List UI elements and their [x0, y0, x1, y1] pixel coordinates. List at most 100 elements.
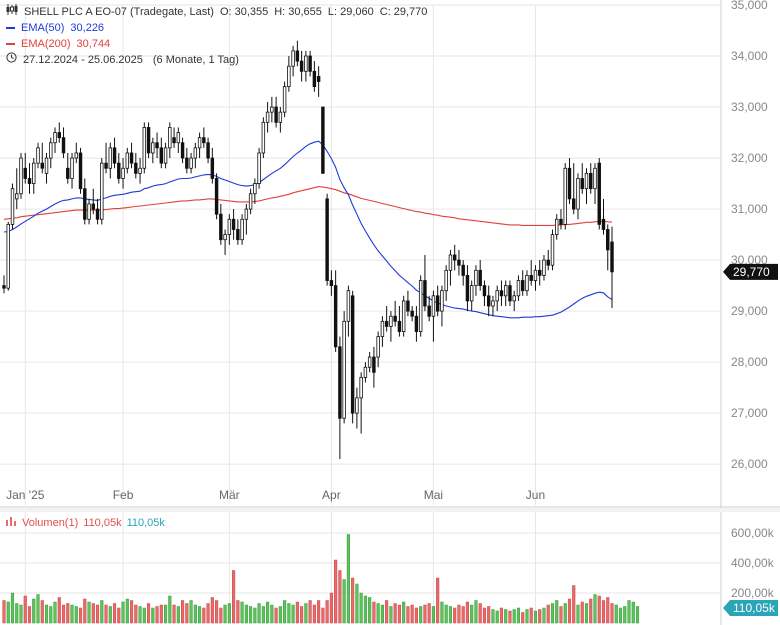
candle-body — [380, 320, 385, 338]
candle-body — [516, 280, 521, 297]
volume-bar — [27, 606, 32, 624]
ema200-value: 30,744 — [76, 38, 111, 50]
candle-body — [606, 229, 610, 251]
volume-bar — [478, 603, 482, 624]
candle-body — [346, 290, 351, 322]
candle-body — [440, 290, 444, 312]
volume-bar — [487, 606, 491, 624]
volume-bar — [274, 607, 278, 624]
volume-bar — [482, 607, 487, 624]
instrument-name: SHELL PLC A EO-07 (Tradegate, Last) — [24, 6, 214, 18]
volume-bar — [249, 606, 253, 624]
volume-bar — [142, 607, 146, 624]
candle-body — [70, 157, 74, 179]
volume-bar — [104, 604, 108, 624]
candle-body — [2, 285, 6, 289]
candle-body — [304, 55, 308, 72]
candle-body — [185, 157, 189, 169]
candle-body — [138, 167, 142, 174]
candle-body — [559, 218, 563, 225]
ema200-legend[interactable]: EMA(200) 30,744 — [6, 36, 427, 52]
volume-bar — [397, 604, 401, 624]
candle-body — [78, 152, 83, 190]
volume-bar — [431, 606, 435, 624]
volume-bar — [15, 603, 19, 624]
volume-bar — [491, 609, 495, 624]
volume-bar — [342, 579, 346, 624]
chart-legend: SHELL PLC A EO-07 (Tradegate, Last) O: 3… — [6, 4, 427, 68]
candle-body — [244, 208, 249, 220]
candle-body — [15, 193, 19, 200]
volume-bar — [338, 570, 342, 624]
candle-body — [593, 167, 597, 190]
volume-bar — [508, 610, 512, 624]
candle-body — [61, 137, 66, 154]
volume-bar — [236, 600, 240, 624]
candle-body — [333, 285, 338, 348]
volume-bar — [559, 606, 563, 624]
candle-body — [282, 86, 287, 113]
volume-bar — [283, 600, 287, 624]
ema50-line — [3, 140, 613, 319]
volume-bars — [2, 534, 640, 624]
volume-legend[interactable]: Volumen(1) 110,05k 110,05k — [6, 515, 165, 531]
close-value: 29,770 — [393, 6, 428, 18]
x-tick-label: Jan '25 — [6, 488, 45, 502]
volume-bar — [108, 606, 112, 624]
volume-bar — [567, 598, 572, 624]
volume-bar — [606, 597, 610, 624]
volume-bar — [576, 604, 580, 624]
candle-body — [410, 310, 414, 317]
candle-body — [359, 377, 363, 399]
candle-body — [231, 218, 236, 230]
volume-bar — [185, 603, 189, 624]
volume-bar — [499, 607, 504, 624]
candle-body — [240, 218, 244, 241]
volume-bar — [380, 604, 384, 624]
volume-bar — [427, 603, 431, 624]
volume-bar — [198, 606, 202, 624]
volume-bar — [359, 592, 363, 624]
candle-body — [393, 315, 397, 322]
candle-body — [563, 167, 567, 225]
candle-body — [316, 76, 321, 82]
candle-body — [36, 147, 40, 164]
y-tick-label: 27,000 — [731, 406, 768, 420]
candle-body — [214, 178, 219, 215]
volume-bar — [572, 585, 576, 624]
volume-bar — [465, 601, 470, 624]
candle-body — [584, 172, 589, 190]
candle-body — [389, 315, 393, 327]
y-tick-label: 32,000 — [731, 151, 768, 165]
date-range: 27.12.2024 - 25.06.2025 — [23, 54, 143, 66]
candle-body — [83, 188, 87, 220]
volume-bar — [542, 607, 546, 624]
volume-bar — [100, 600, 104, 624]
volume-bar — [614, 604, 618, 624]
volume-bar — [419, 606, 423, 624]
candle-body — [74, 152, 78, 159]
candlestick-icon[interactable] — [6, 4, 18, 20]
volume-bar — [163, 604, 168, 624]
candle-body — [163, 147, 168, 164]
candle-body — [134, 162, 138, 174]
volume-bar — [117, 607, 121, 624]
x-tick-label: Jun — [526, 488, 545, 502]
ema50-legend[interactable]: EMA(50) 30,226 — [6, 20, 427, 36]
volume-badge: 110,05k — [723, 600, 778, 616]
candle-body — [121, 167, 125, 179]
candle-body — [423, 280, 427, 307]
volume-bar — [525, 609, 529, 624]
volume-bar — [61, 604, 66, 624]
last-price-badge-text: 29,770 — [733, 265, 770, 279]
candle-body — [299, 60, 304, 72]
y-tick-label: 29,000 — [731, 304, 768, 318]
candle-body — [448, 254, 453, 271]
volume-bar — [423, 604, 427, 624]
candle-body — [125, 152, 130, 169]
y-tick-label: 31,000 — [731, 202, 768, 216]
x-tick-label: Mär — [219, 488, 240, 502]
date-range-row[interactable]: 27.12.2024 - 25.06.2025 (6 Monate, 1 Tag… — [6, 52, 427, 68]
volume-bar — [193, 604, 197, 624]
